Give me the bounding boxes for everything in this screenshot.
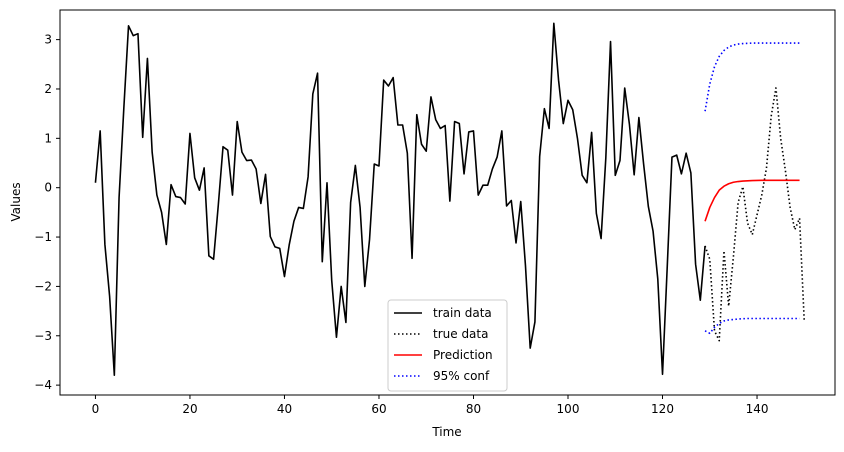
x-tick-label: 100 [557, 402, 580, 416]
x-tick-label: 60 [371, 402, 386, 416]
legend-box [387, 299, 508, 392]
x-tick-label: 40 [277, 402, 292, 416]
x-tick-label: 140 [746, 402, 769, 416]
y-tick-label: −4 [34, 378, 52, 392]
y-tick-label: 3 [44, 33, 52, 47]
x-axis: 0 20 40 60 80 100 120 140 [92, 395, 769, 416]
series-prediction [704, 179, 800, 222]
legend-label-true: true data [433, 327, 488, 341]
y-tick-label: −3 [34, 329, 52, 343]
y-axis: −4 −3 −2 −1 0 1 2 3 [34, 33, 60, 392]
y-tick-label: −2 [34, 279, 52, 293]
legend-label-prediction: Prediction [433, 348, 493, 362]
y-tick-label: 0 [44, 181, 52, 195]
series-95-conf-lower [704, 317, 800, 335]
series-true-data [704, 87, 806, 342]
y-tick-label: 1 [44, 131, 52, 145]
axes-frame [59, 9, 836, 396]
x-tick-label: 0 [92, 402, 100, 416]
series-95-conf-upper [704, 42, 800, 112]
legend: train data true data Prediction 95% conf [387, 299, 508, 392]
x-tick-label: 20 [182, 402, 197, 416]
x-tick-label: 120 [651, 402, 674, 416]
series-train-data [94, 22, 706, 377]
y-tick-label: 2 [44, 82, 52, 96]
x-axis-label: Time [431, 425, 461, 439]
y-axis-label: Values [9, 182, 23, 221]
legend-label-train: train data [433, 306, 492, 320]
plot-area [94, 22, 806, 377]
legend-label-conf: 95% conf [433, 369, 490, 383]
x-tick-label: 80 [466, 402, 481, 416]
y-tick-label: −1 [34, 230, 52, 244]
